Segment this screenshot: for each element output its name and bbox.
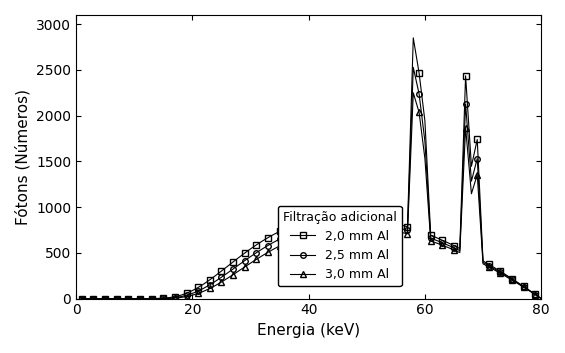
2,0 mm Al <box>538 297 545 301</box>
3,0 mm Al <box>538 297 545 301</box>
3,0 mm Al <box>358 225 364 229</box>
2,5 mm Al <box>492 267 498 271</box>
3,0 mm Al <box>492 268 498 272</box>
Legend: 2,0 mm Al, 2,5 mm Al, 3,0 mm Al: 2,0 mm Al, 2,5 mm Al, 3,0 mm Al <box>277 205 402 286</box>
2,0 mm Al <box>358 215 364 219</box>
2,0 mm Al <box>282 227 289 231</box>
3,0 mm Al <box>79 297 85 301</box>
2,5 mm Al <box>358 220 364 224</box>
2,0 mm Al <box>393 221 399 226</box>
2,5 mm Al <box>352 220 359 224</box>
3,0 mm Al <box>352 225 359 229</box>
3,0 mm Al <box>393 229 399 233</box>
2,0 mm Al <box>375 217 382 222</box>
2,5 mm Al <box>393 225 399 229</box>
2,5 mm Al <box>410 65 416 70</box>
Y-axis label: Fótons (Números): Fótons (Números) <box>15 89 31 225</box>
Line: 2,0 mm Al: 2,0 mm Al <box>79 35 544 301</box>
2,5 mm Al <box>79 297 85 301</box>
3,0 mm Al <box>410 91 416 95</box>
2,0 mm Al <box>492 266 498 270</box>
2,5 mm Al <box>282 234 289 239</box>
2,0 mm Al <box>352 215 359 219</box>
2,0 mm Al <box>410 36 416 40</box>
X-axis label: Energia (keV): Energia (keV) <box>257 323 360 338</box>
2,5 mm Al <box>375 222 382 226</box>
2,5 mm Al <box>538 297 545 301</box>
Line: 2,5 mm Al: 2,5 mm Al <box>79 65 544 301</box>
3,0 mm Al <box>282 241 289 245</box>
Line: 3,0 mm Al: 3,0 mm Al <box>79 90 544 301</box>
2,0 mm Al <box>79 297 85 301</box>
3,0 mm Al <box>375 226 382 231</box>
